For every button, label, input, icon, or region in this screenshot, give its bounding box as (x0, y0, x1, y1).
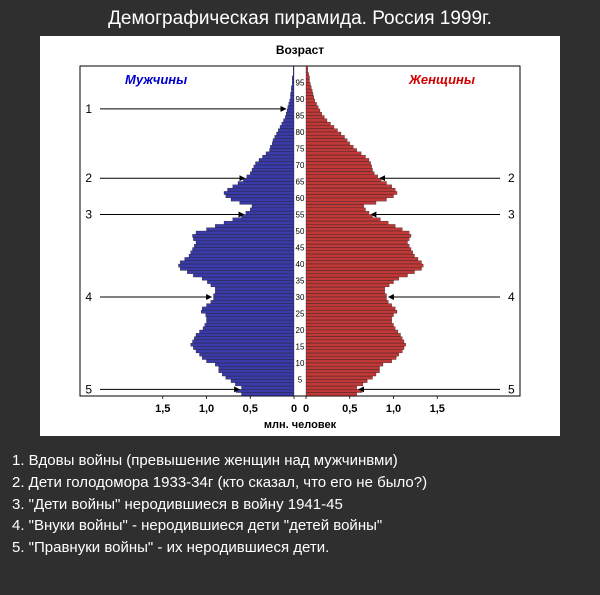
svg-text:75: 75 (296, 145, 305, 154)
svg-text:Женщины: Женщины (408, 72, 475, 87)
svg-text:25: 25 (296, 310, 305, 319)
svg-text:10: 10 (296, 359, 305, 368)
svg-text:0: 0 (291, 403, 297, 415)
svg-text:5: 5 (508, 382, 515, 396)
svg-text:2: 2 (508, 171, 515, 185)
svg-text:1,0: 1,0 (199, 403, 214, 415)
svg-text:3: 3 (508, 208, 515, 222)
legend: 1. Вдовы войны (превышение женщин над му… (0, 436, 600, 559)
legend-item: 1. Вдовы войны (превышение женщин над му… (12, 450, 588, 472)
chart-svg: ВозрастМужчиныЖенщины5101520253035404550… (40, 36, 560, 436)
svg-text:4: 4 (85, 290, 92, 304)
svg-text:85: 85 (296, 112, 305, 121)
svg-text:55: 55 (296, 211, 305, 220)
svg-text:1,5: 1,5 (430, 403, 445, 415)
svg-text:95: 95 (296, 79, 305, 88)
svg-text:20: 20 (296, 326, 305, 335)
svg-text:90: 90 (296, 95, 305, 104)
svg-text:млн. человек: млн. человек (264, 419, 337, 431)
svg-text:Возраст: Возраст (276, 43, 324, 57)
svg-text:5: 5 (85, 382, 92, 396)
legend-item: 5. "Правнуки войны" - их неродившиеся де… (12, 537, 588, 559)
svg-text:1,0: 1,0 (386, 403, 401, 415)
svg-text:0: 0 (303, 403, 309, 415)
svg-text:35: 35 (296, 277, 305, 286)
svg-text:0,5: 0,5 (243, 403, 258, 415)
svg-text:15: 15 (296, 343, 305, 352)
svg-text:70: 70 (296, 161, 305, 170)
svg-text:40: 40 (296, 260, 305, 269)
svg-text:30: 30 (296, 293, 305, 302)
page-title: Демографическая пирамида. Россия 1999г. (0, 0, 600, 36)
svg-text:1: 1 (85, 102, 92, 116)
svg-text:1,5: 1,5 (155, 403, 170, 415)
svg-text:5: 5 (298, 376, 303, 385)
svg-text:60: 60 (296, 194, 305, 203)
svg-text:3: 3 (85, 208, 92, 222)
svg-text:Мужчины: Мужчины (125, 72, 187, 87)
svg-text:4: 4 (508, 290, 515, 304)
legend-item: 2. Дети голодомора 1933-34г (кто сказал,… (12, 472, 588, 494)
legend-item: 4. "Внуки войны" - неродившиеся дети "де… (12, 515, 588, 537)
svg-text:45: 45 (296, 244, 305, 253)
svg-text:2: 2 (85, 171, 92, 185)
legend-item: 3. "Дети войны" неродившиеся в войну 194… (12, 494, 588, 516)
svg-text:65: 65 (296, 178, 305, 187)
pyramid-chart: ВозрастМужчиныЖенщины5101520253035404550… (40, 36, 560, 436)
svg-text:50: 50 (296, 227, 305, 236)
svg-text:80: 80 (296, 128, 305, 137)
svg-text:0,5: 0,5 (342, 403, 357, 415)
